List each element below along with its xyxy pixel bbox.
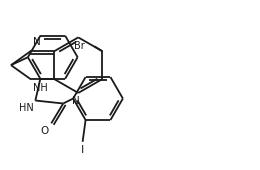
Text: O: O — [40, 126, 48, 136]
Text: NH: NH — [34, 83, 48, 93]
Text: HN: HN — [19, 103, 33, 113]
Text: N: N — [73, 96, 80, 106]
Text: I: I — [81, 145, 84, 155]
Text: Br: Br — [74, 41, 84, 51]
Text: N: N — [34, 37, 41, 47]
